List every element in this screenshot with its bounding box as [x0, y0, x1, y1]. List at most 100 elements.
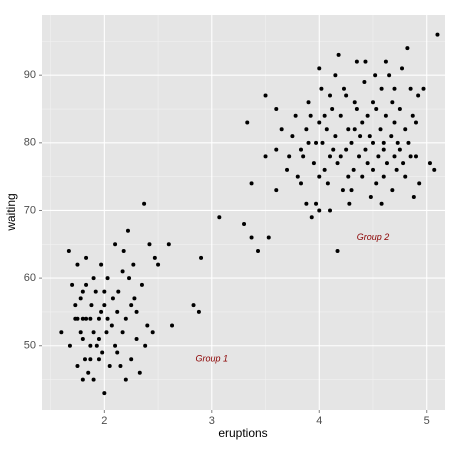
point	[120, 269, 125, 274]
point	[331, 147, 336, 152]
point	[91, 330, 96, 335]
point	[317, 66, 322, 71]
point	[147, 242, 152, 247]
point	[363, 147, 368, 152]
point	[358, 134, 363, 139]
x-tick-label: 5	[424, 415, 430, 427]
point	[335, 161, 340, 166]
point	[129, 357, 134, 362]
x-axis-title: eruptions	[218, 426, 267, 440]
point	[86, 370, 91, 375]
point	[403, 174, 408, 179]
point	[330, 107, 335, 112]
point	[113, 242, 118, 247]
point	[381, 147, 386, 152]
point	[370, 100, 375, 105]
point	[93, 289, 98, 294]
point	[389, 134, 394, 139]
point	[333, 134, 338, 139]
point	[347, 201, 352, 206]
point	[413, 154, 418, 159]
point	[383, 59, 388, 64]
point	[311, 161, 316, 166]
point	[96, 357, 101, 362]
point	[290, 134, 295, 139]
point	[298, 181, 303, 186]
point	[349, 140, 354, 145]
point	[403, 127, 408, 132]
point	[70, 282, 75, 287]
point	[196, 309, 201, 314]
point	[80, 289, 85, 294]
point	[365, 113, 370, 118]
point	[156, 262, 161, 267]
point	[91, 377, 96, 382]
point	[373, 73, 378, 78]
point	[413, 120, 418, 125]
point	[274, 188, 279, 193]
point	[115, 350, 120, 355]
point	[381, 174, 386, 179]
point	[125, 228, 130, 233]
point	[408, 86, 413, 91]
y-tick-label: 90	[24, 69, 36, 81]
point	[115, 309, 120, 314]
point	[137, 370, 142, 375]
point	[99, 262, 104, 267]
point	[317, 120, 322, 125]
point	[357, 154, 362, 159]
point	[304, 127, 309, 132]
point	[145, 323, 150, 328]
point	[306, 140, 311, 145]
point	[397, 107, 402, 112]
point	[67, 343, 72, 348]
x-tick-label: 2	[101, 415, 107, 427]
point	[99, 309, 104, 314]
point	[328, 208, 333, 213]
point	[84, 255, 89, 260]
point	[400, 66, 405, 71]
point	[392, 86, 397, 91]
point	[107, 364, 112, 369]
point	[360, 174, 365, 179]
point	[100, 350, 105, 355]
point	[340, 188, 345, 193]
point	[410, 113, 415, 118]
point	[435, 32, 440, 37]
point	[338, 113, 343, 118]
point	[295, 174, 300, 179]
point	[320, 140, 325, 145]
point	[88, 357, 93, 362]
point	[143, 343, 148, 348]
point	[129, 303, 134, 308]
point	[113, 343, 118, 348]
point	[80, 316, 85, 321]
y-tick-label: 70	[24, 204, 36, 216]
point	[354, 107, 359, 112]
point	[266, 235, 271, 240]
point	[344, 147, 349, 152]
point	[274, 107, 279, 112]
point	[432, 167, 437, 172]
point	[344, 93, 349, 98]
point	[66, 249, 71, 254]
point	[84, 316, 89, 321]
point	[142, 201, 147, 206]
point	[387, 73, 392, 78]
point	[217, 215, 222, 220]
point	[401, 161, 406, 166]
point	[118, 364, 123, 369]
point	[109, 323, 114, 328]
point	[308, 113, 313, 118]
point	[191, 303, 196, 308]
point	[279, 127, 284, 132]
point	[328, 154, 333, 159]
point	[152, 255, 157, 260]
point	[411, 194, 416, 199]
point	[390, 100, 395, 105]
point	[116, 289, 121, 294]
point	[105, 316, 110, 321]
point	[263, 93, 268, 98]
point	[405, 46, 410, 51]
point	[131, 262, 136, 267]
